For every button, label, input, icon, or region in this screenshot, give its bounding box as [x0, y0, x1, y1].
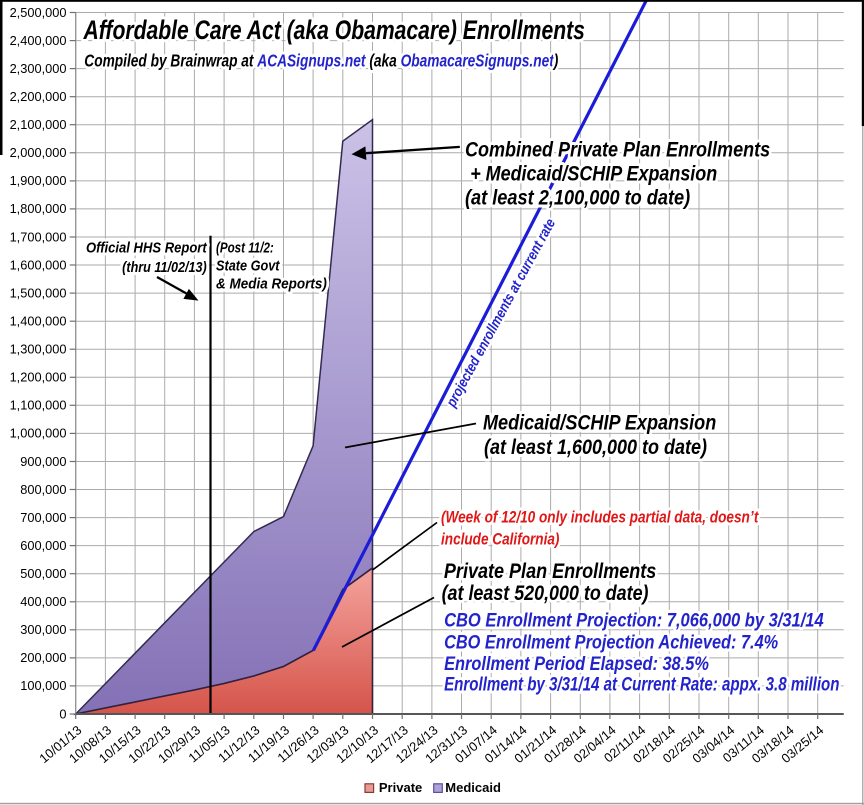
svg-text:300,000: 300,000	[20, 622, 66, 637]
svg-text:700,000: 700,000	[20, 510, 66, 525]
svg-text:1,600,000: 1,600,000	[10, 257, 67, 272]
svg-text:1,100,000: 1,100,000	[10, 398, 67, 413]
svg-text:100,000: 100,000	[20, 678, 66, 693]
svg-text:2,300,000: 2,300,000	[10, 61, 67, 76]
svg-text:1,400,000: 1,400,000	[10, 314, 67, 329]
svg-text:1,300,000: 1,300,000	[10, 342, 67, 357]
svg-text:500,000: 500,000	[20, 566, 66, 581]
svg-text:Private Plan Enrollments: Private Plan Enrollments	[444, 560, 656, 584]
svg-text:600,000: 600,000	[20, 538, 66, 553]
svg-text:& Media Reports): & Media Reports)	[216, 275, 327, 292]
svg-text:include California): include California)	[441, 530, 559, 549]
svg-text:Enrollment by 3/31/14 at Curre: Enrollment by 3/31/14 at Current Rate: a…	[444, 673, 839, 695]
svg-text:Private: Private	[379, 780, 422, 795]
svg-text:1,800,000: 1,800,000	[10, 201, 67, 216]
svg-text:+ Medicaid/SCHIP Expansion: + Medicaid/SCHIP Expansion	[470, 162, 717, 186]
svg-text:2,200,000: 2,200,000	[10, 89, 67, 104]
svg-text:400,000: 400,000	[20, 594, 66, 609]
svg-text:(at least 520,000 to date): (at least 520,000 to date)	[442, 582, 649, 606]
svg-text:(Post 11/2:: (Post 11/2:	[216, 239, 274, 256]
svg-text:1,500,000: 1,500,000	[10, 285, 67, 300]
svg-text:2,400,000: 2,400,000	[10, 33, 67, 48]
svg-text:Compiled by Brainwrap at ACASi: Compiled by Brainwrap at ACASignups.net …	[84, 52, 558, 71]
svg-text:800,000: 800,000	[20, 482, 66, 497]
svg-text:CBO Enrollment Projection: 7,0: CBO Enrollment Projection: 7,066,000 by …	[444, 609, 824, 631]
svg-text:1,000,000: 1,000,000	[10, 426, 67, 441]
svg-text:(at least 1,600,000 to date): (at least 1,600,000 to date)	[484, 436, 707, 460]
svg-text:2,100,000: 2,100,000	[10, 117, 67, 132]
svg-text:2,000,000: 2,000,000	[10, 145, 67, 160]
svg-text:(thru 11/02/13): (thru 11/02/13)	[122, 259, 207, 275]
svg-text:State Govt: State Govt	[216, 258, 280, 274]
svg-text:200,000: 200,000	[20, 650, 66, 665]
svg-text:1,200,000: 1,200,000	[10, 370, 67, 385]
svg-text:Medicaid: Medicaid	[445, 780, 501, 795]
svg-text:Combined Private Plan Enrollme: Combined Private Plan Enrollments	[465, 138, 770, 162]
svg-text:2,500,000: 2,500,000	[10, 5, 67, 20]
svg-text:CBO Enrollment Projection Achi: CBO Enrollment Projection Achieved: 7.4%	[444, 631, 778, 653]
svg-text:Official HHS Report: Official HHS Report	[86, 240, 208, 256]
svg-text:Affordable Care Act (aka Obama: Affordable Care Act (aka Obamacare) Enro…	[83, 16, 585, 46]
svg-text:900,000: 900,000	[20, 454, 66, 469]
svg-text:1,900,000: 1,900,000	[10, 173, 67, 188]
svg-text:Enrollment Period Elapsed: 38.: Enrollment Period Elapsed: 38.5%	[444, 653, 709, 675]
svg-text:0: 0	[59, 706, 66, 721]
svg-text:(at least 2,100,000 to date): (at least 2,100,000 to date)	[465, 186, 690, 210]
svg-text:(Week of 12/10 only includes p: (Week of 12/10 only includes partial dat…	[441, 508, 759, 527]
svg-text:Medicaid/SCHIP Expansion: Medicaid/SCHIP Expansion	[483, 411, 716, 435]
svg-text:1,700,000: 1,700,000	[10, 229, 67, 244]
